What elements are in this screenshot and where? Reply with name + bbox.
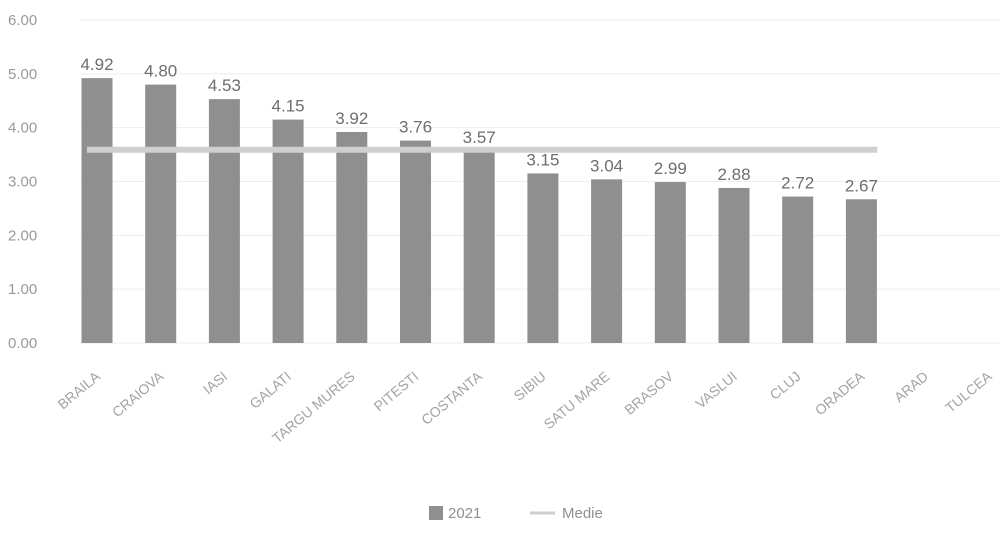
data-label: 4.92	[80, 55, 113, 74]
x-tick-label: BRAILA	[54, 368, 103, 413]
data-label: 3.15	[526, 150, 559, 169]
data-label: 4.53	[208, 76, 241, 95]
x-tick-label: IASI	[200, 368, 231, 397]
bar	[527, 173, 559, 343]
bar	[336, 131, 368, 343]
x-tick-label: TULCEA	[942, 368, 995, 416]
data-label: 3.04	[590, 156, 623, 175]
bar-layer	[81, 78, 877, 343]
bar	[718, 187, 750, 343]
y-tick-label: 1.00	[8, 281, 37, 298]
x-tick-label: CLUJ	[767, 368, 804, 403]
x-tick-label: COSTANTA	[418, 368, 486, 428]
bar	[272, 119, 304, 343]
data-label: 4.15	[272, 97, 305, 116]
x-tick-label: GALATI	[246, 368, 294, 412]
y-tick-label: 3.00	[8, 174, 37, 191]
bar	[845, 199, 877, 343]
data-label: 2.99	[654, 159, 687, 178]
data-label: 2.67	[845, 176, 878, 195]
y-tick-label: 6.00	[8, 12, 37, 29]
y-tick-label: 5.00	[8, 66, 37, 83]
x-tick-label: SATU MARE	[540, 368, 612, 432]
data-label: 3.76	[399, 118, 432, 137]
bar	[400, 140, 431, 343]
legend-swatch-2021	[429, 506, 443, 520]
bar	[208, 99, 240, 343]
x-tick-label: CRAIOVA	[109, 368, 167, 421]
legend-label-2021: 2021	[448, 505, 481, 522]
x-tick-label: SIBIU	[511, 368, 549, 404]
y-tick-label: 0.00	[8, 335, 37, 352]
data-label: 2.72	[781, 174, 814, 193]
legend-label-medie: Medie	[562, 505, 603, 522]
y-tick-label: 2.00	[8, 227, 37, 244]
data-label: 2.88	[717, 165, 750, 184]
x-tick-label: PITESTI	[371, 368, 422, 414]
x-tick-label: ORADEA	[812, 368, 868, 419]
y-tick-label: 4.00	[8, 120, 37, 137]
x-tick-label: BRASOV	[621, 368, 676, 418]
bar	[463, 150, 495, 343]
data-label: 4.80	[144, 62, 177, 81]
label-layer: 4.92 4.80 4.53 4.15 3.92 3.76 3.57 3.15 3.04 2.99…	[80, 55, 877, 195]
bar	[591, 179, 623, 343]
data-label: 3.57	[463, 128, 496, 147]
x-tick-label: ARAD	[891, 368, 931, 405]
x-tick-label: VASLUI	[692, 368, 740, 412]
legend: 2021 Medie	[429, 505, 603, 522]
bar	[654, 182, 686, 343]
bar	[145, 84, 177, 343]
bar	[782, 196, 814, 343]
data-label: 3.92	[335, 109, 368, 128]
bar	[81, 78, 113, 343]
